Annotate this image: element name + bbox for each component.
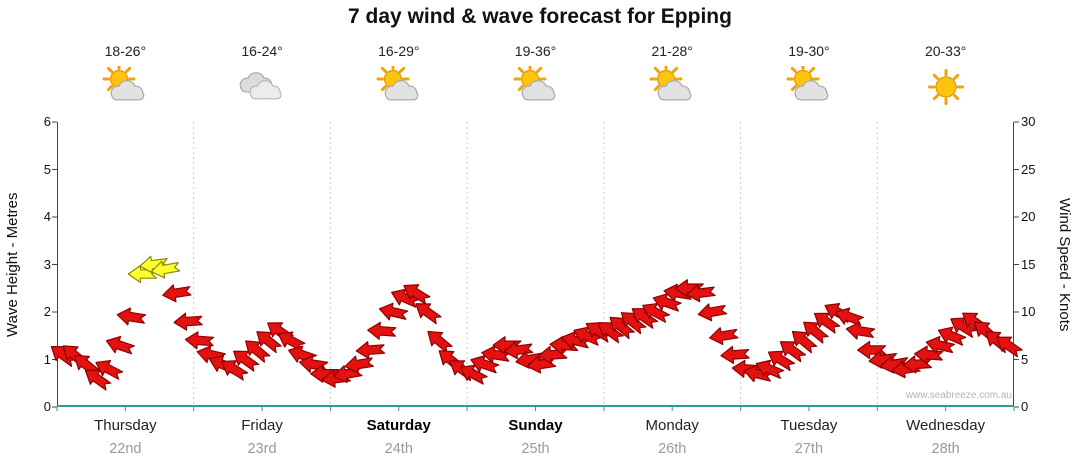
day-temp-range: 19-36° bbox=[514, 43, 557, 59]
chart-title: 7 day wind & wave forecast for Epping bbox=[348, 5, 732, 28]
wind-arrow bbox=[834, 307, 865, 326]
wind-arrow bbox=[720, 345, 750, 365]
wind-speed-tick-label: 10 bbox=[1021, 304, 1036, 319]
day-date: 23rd bbox=[247, 441, 277, 457]
day-temp-range: 19-30° bbox=[788, 43, 830, 59]
wind-arrow bbox=[367, 321, 397, 340]
sun-icon bbox=[927, 69, 964, 105]
wave-height-tick-label: 4 bbox=[43, 209, 51, 224]
wind-arrow bbox=[184, 331, 215, 350]
wind-arrow bbox=[415, 303, 442, 325]
wave-height-tick-label: 1 bbox=[43, 351, 51, 367]
wind-speed-tick-label: 25 bbox=[1021, 161, 1036, 177]
wind-arrow bbox=[503, 341, 534, 360]
wind-speed-axis-title: Wind Speed - Knots bbox=[1056, 197, 1073, 332]
wind-arrow bbox=[105, 336, 135, 355]
day-name: Saturday bbox=[366, 417, 431, 434]
wind-speed-tick-label: 15 bbox=[1021, 256, 1036, 272]
day-date: 22nd bbox=[109, 441, 142, 457]
day-name: Friday bbox=[241, 417, 283, 434]
wind-speed-tick-label: 30 bbox=[1021, 114, 1036, 129]
wind-arrow bbox=[845, 321, 876, 340]
wave-height-tick-label: 3 bbox=[43, 256, 51, 272]
wind-arrow bbox=[150, 260, 181, 279]
sun-cloud-icon bbox=[376, 62, 419, 101]
weather-icon-sun-cloud bbox=[646, 62, 698, 110]
day-name: Wednesday bbox=[906, 417, 986, 434]
day-temp-range: 16-29° bbox=[378, 43, 420, 59]
wind-speed-tick-label: 5 bbox=[1021, 351, 1029, 367]
day-date: 25th bbox=[521, 441, 550, 457]
wind-arrow bbox=[709, 327, 739, 346]
day-temp-range: 21-28° bbox=[651, 43, 693, 59]
wind-arrow bbox=[914, 345, 944, 364]
wind-arrow bbox=[427, 330, 453, 354]
weather-icon-sun bbox=[920, 66, 972, 110]
day-name: Sunday bbox=[508, 417, 563, 434]
day-date: 24th bbox=[384, 441, 413, 457]
wave-height-tick-label: 5 bbox=[43, 161, 51, 177]
plot-area bbox=[50, 121, 1023, 411]
sun-cloud-icon bbox=[102, 62, 145, 101]
wind-arrow bbox=[378, 302, 409, 321]
wind-arrow bbox=[937, 326, 967, 346]
wave-height-tick-label: 2 bbox=[43, 304, 51, 319]
wind-arrow bbox=[344, 355, 374, 374]
wind-arrow bbox=[162, 284, 192, 303]
day-date: 28th bbox=[931, 441, 960, 457]
wind-arrow bbox=[996, 336, 1023, 358]
day-temp-range: 16-24° bbox=[241, 43, 283, 59]
wind-arrow bbox=[686, 284, 716, 303]
weather-icon-sun-cloud bbox=[99, 62, 151, 110]
wave-height-tick-label: 6 bbox=[43, 114, 51, 129]
day-date: 27th bbox=[794, 441, 824, 457]
sun-cloud-icon bbox=[649, 62, 692, 101]
day-name: Tuesday bbox=[780, 417, 838, 434]
wind-arrow bbox=[173, 312, 203, 331]
wave-height-axis-title: Wave Height - Metres bbox=[4, 192, 21, 337]
watermark: www.seabreeze.com.au bbox=[905, 390, 1012, 401]
day-name: Monday bbox=[645, 417, 699, 434]
weather-icon-sun-cloud bbox=[373, 62, 425, 110]
weather-icon-sun-cloud bbox=[783, 62, 835, 110]
wind-arrow bbox=[697, 303, 728, 322]
day-temp-range: 18-26° bbox=[104, 43, 147, 59]
wind-arrow bbox=[277, 331, 306, 352]
wind-arrow bbox=[925, 335, 956, 354]
day-temp-range: 20-33° bbox=[924, 43, 967, 59]
wind-arrow bbox=[95, 359, 124, 380]
wind-arrow bbox=[116, 307, 147, 326]
wind-speed-tick-label: 20 bbox=[1021, 209, 1036, 224]
wind-arrow bbox=[355, 341, 386, 360]
weather-icon-cloud bbox=[236, 66, 288, 110]
wind-arrow bbox=[403, 284, 431, 305]
sun-cloud-icon bbox=[513, 62, 555, 101]
wind-arrow bbox=[856, 340, 887, 360]
day-name: Thursday bbox=[94, 417, 157, 434]
wind-arrow bbox=[755, 359, 785, 379]
weather-icon-sun-cloud bbox=[510, 62, 562, 110]
sun-cloud-icon bbox=[786, 62, 829, 101]
wave-height-tick-label: 0 bbox=[43, 399, 51, 414]
cloud-icon bbox=[239, 72, 282, 100]
wind-speed-tick-label: 0 bbox=[1021, 399, 1029, 414]
day-date: 26th bbox=[658, 441, 687, 457]
